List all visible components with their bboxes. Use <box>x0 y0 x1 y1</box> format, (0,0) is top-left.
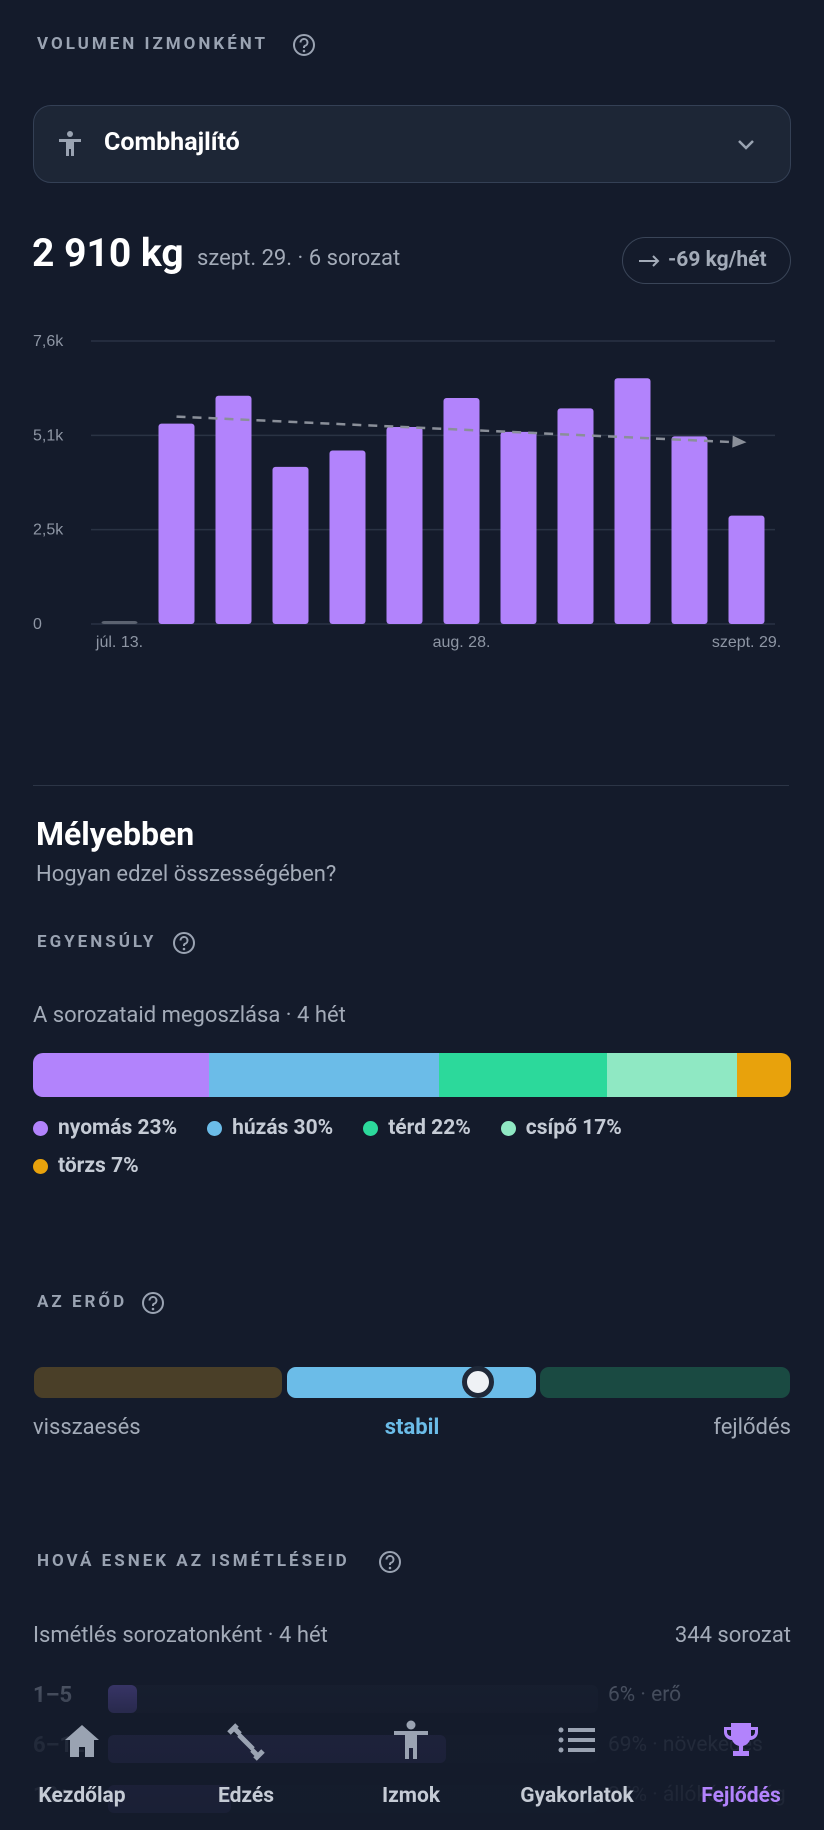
section-title: EGYENSÚLY <box>37 932 157 952</box>
trend-label: -69 kg/hét <box>668 248 767 272</box>
strength-current: stabil <box>384 1415 440 1440</box>
dropdown-value: Combhajlító <box>104 128 240 157</box>
muscle-dropdown[interactable]: Combhajlító <box>33 105 791 183</box>
chevron <box>738 140 754 150</box>
nav-label[interactable]: Gyakorlatok <box>520 1784 634 1808</box>
deeper-title: Mélyebben <box>36 815 195 853</box>
reps-total: 344 sorozat <box>674 1623 791 1648</box>
balance-segment <box>438 1053 608 1097</box>
y-tick-label: 0 <box>33 616 42 633</box>
nav-icon <box>394 1720 428 1759</box>
summary-detail: szept. 29. · 6 sorozat <box>197 246 401 271</box>
bar <box>671 436 708 624</box>
legend-swatch <box>33 1120 48 1136</box>
bar <box>728 515 765 624</box>
nav-icon <box>227 1723 265 1761</box>
bottom-nav <box>0 1680 824 1830</box>
nav-icon <box>65 1725 99 1757</box>
chart: 0 2,5k 5,1k 7,6k júl. 13. aug. 28. szept. 29. <box>33 333 781 651</box>
legend-label: nyomás 23% <box>58 1116 178 1140</box>
total-volume: 2 910 kg <box>32 230 184 276</box>
bar <box>557 408 594 624</box>
x-tick-label: aug. 28. <box>433 634 491 651</box>
trend-arrow <box>639 255 660 267</box>
x-tick-label: szept. 29. <box>712 634 781 651</box>
balance-segment <box>737 1053 791 1097</box>
legend-swatch <box>33 1158 48 1174</box>
deeper-subtitle: Hogyan edzel összességében? <box>36 862 337 887</box>
trend-arrowhead <box>732 435 747 448</box>
bar <box>614 378 651 624</box>
legend-label: térd 22% <box>388 1116 471 1140</box>
legend-item: térd 22% <box>363 1116 471 1140</box>
legend-swatch <box>500 1120 516 1136</box>
nav-icon <box>558 1727 595 1753</box>
section-title: VOLUMEN IZMONKÉNT <box>37 34 269 54</box>
legend-item: csípő 17% <box>500 1116 622 1140</box>
trend-pill: -69 kg/hét <box>622 237 791 284</box>
section-title: HOVÁ ESNEK AZ ISMÉTLÉSEID <box>37 1551 350 1571</box>
help-icon[interactable] <box>172 931 196 955</box>
strength-segment <box>287 1367 536 1398</box>
legend-swatch <box>363 1120 379 1136</box>
muscle-icon <box>59 131 81 156</box>
trend-line <box>176 415 737 444</box>
nav-label[interactable]: Fejlődés <box>701 1784 781 1808</box>
bar <box>215 395 252 624</box>
legend-swatch <box>207 1120 223 1136</box>
bar <box>329 450 366 624</box>
balance-segment <box>209 1053 439 1097</box>
strength-segment <box>540 1367 790 1398</box>
reps-caption: Ismétlés sorozatonként · 4 hét <box>33 1623 328 1648</box>
nav-label[interactable]: Edzés <box>217 1784 275 1808</box>
balance-bar <box>33 1053 791 1097</box>
strength-left: visszaesés <box>33 1415 141 1440</box>
y-tick-label: 7,6k <box>33 333 64 350</box>
nav-label[interactable]: Kezdőlap <box>38 1784 126 1808</box>
balance-segment <box>33 1053 210 1097</box>
y-tick-label: 2,5k <box>33 522 64 539</box>
bar <box>443 397 480 624</box>
strength-segment <box>34 1367 282 1398</box>
nav-label[interactable]: Izmok <box>381 1784 441 1808</box>
help-icon[interactable] <box>292 33 316 57</box>
legend-item: törzs 7% <box>33 1154 139 1178</box>
bar <box>101 621 138 624</box>
help-icon[interactable] <box>378 1550 402 1574</box>
help-icon[interactable] <box>141 1291 165 1315</box>
bar <box>272 466 309 624</box>
legend-label: húzás 30% <box>232 1116 334 1140</box>
y-tick-label: 5,1k <box>33 427 64 444</box>
divider <box>33 785 789 786</box>
balance-segment <box>607 1053 738 1097</box>
legend-label: csípő 17% <box>525 1116 622 1140</box>
legend-label: törzs 7% <box>58 1154 139 1178</box>
strength-knob <box>462 1366 494 1398</box>
section-title: AZ ERŐD <box>37 1292 128 1312</box>
balance-legend: nyomás 23% húzás 30% térd 22% csípő 17% törz… <box>33 1116 733 1178</box>
nav-icon <box>724 1723 758 1756</box>
x-tick-label: júl. 13. <box>95 634 143 651</box>
legend-item: húzás 30% <box>207 1116 333 1140</box>
strength-right: fejlődés <box>713 1415 791 1440</box>
legend-item: nyomás 23% <box>33 1116 177 1140</box>
bar <box>158 423 195 624</box>
bar <box>386 427 423 624</box>
bar <box>500 431 537 624</box>
balance-caption: A sorozataid megoszlása · 4 hét <box>33 1003 346 1028</box>
